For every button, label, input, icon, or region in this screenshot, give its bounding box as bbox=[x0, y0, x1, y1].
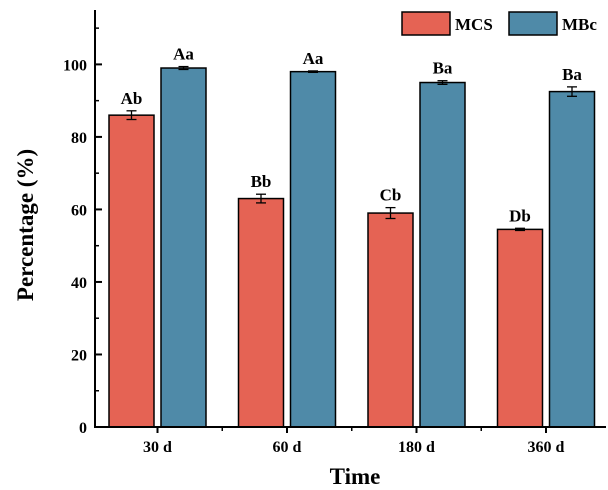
legend: MCS MBc bbox=[401, 11, 597, 36]
bars-layer bbox=[108, 65, 596, 428]
ticks-layer bbox=[95, 27, 547, 433]
bar-mcs bbox=[367, 212, 414, 428]
axes-layer bbox=[94, 10, 606, 428]
data-label: Ba bbox=[433, 59, 453, 78]
x-tick-label: 360 d bbox=[528, 439, 565, 456]
bar-mbc bbox=[548, 90, 596, 428]
x-tick-label: 60 d bbox=[273, 439, 302, 456]
data-label: Ab bbox=[121, 89, 143, 108]
y-tick-label: 20 bbox=[71, 347, 87, 364]
bar-mbc bbox=[419, 81, 466, 428]
data-label: Ba bbox=[562, 65, 582, 84]
x-axis-title: Time bbox=[330, 464, 381, 489]
data-label: Cb bbox=[380, 186, 402, 205]
data-label: Db bbox=[509, 206, 531, 225]
y-tick-label: 80 bbox=[71, 130, 87, 147]
data-label: Aa bbox=[303, 49, 324, 68]
legend-label-mbc: MBc bbox=[562, 15, 597, 34]
y-tick-label: 40 bbox=[71, 275, 87, 292]
legend-swatch-mcs bbox=[401, 11, 451, 36]
data-label: Aa bbox=[173, 45, 194, 64]
x-tick-label: 30 d bbox=[143, 439, 172, 456]
bar-mcs bbox=[237, 197, 285, 428]
x-tick-label: 180 d bbox=[398, 439, 435, 456]
y-tick-label: 60 bbox=[71, 202, 87, 219]
legend-label-mcs: MCS bbox=[455, 15, 493, 34]
data-label: Bb bbox=[251, 172, 272, 191]
bar-mbc bbox=[289, 70, 337, 428]
legend-swatch-mbc bbox=[508, 11, 558, 36]
y-tick-label: 100 bbox=[63, 57, 87, 74]
labels-layer: 0 20 40 60 80 100 30 d Ab Aa 60 d Bb Aa 180 d Cb Ba 360… bbox=[63, 45, 582, 456]
bar-mbc bbox=[160, 67, 207, 428]
y-axis-title: Percentage (%) bbox=[13, 149, 38, 301]
bar-mcs bbox=[108, 114, 155, 428]
bar-mcs bbox=[496, 228, 544, 428]
y-tick-label: 0 bbox=[79, 420, 87, 437]
